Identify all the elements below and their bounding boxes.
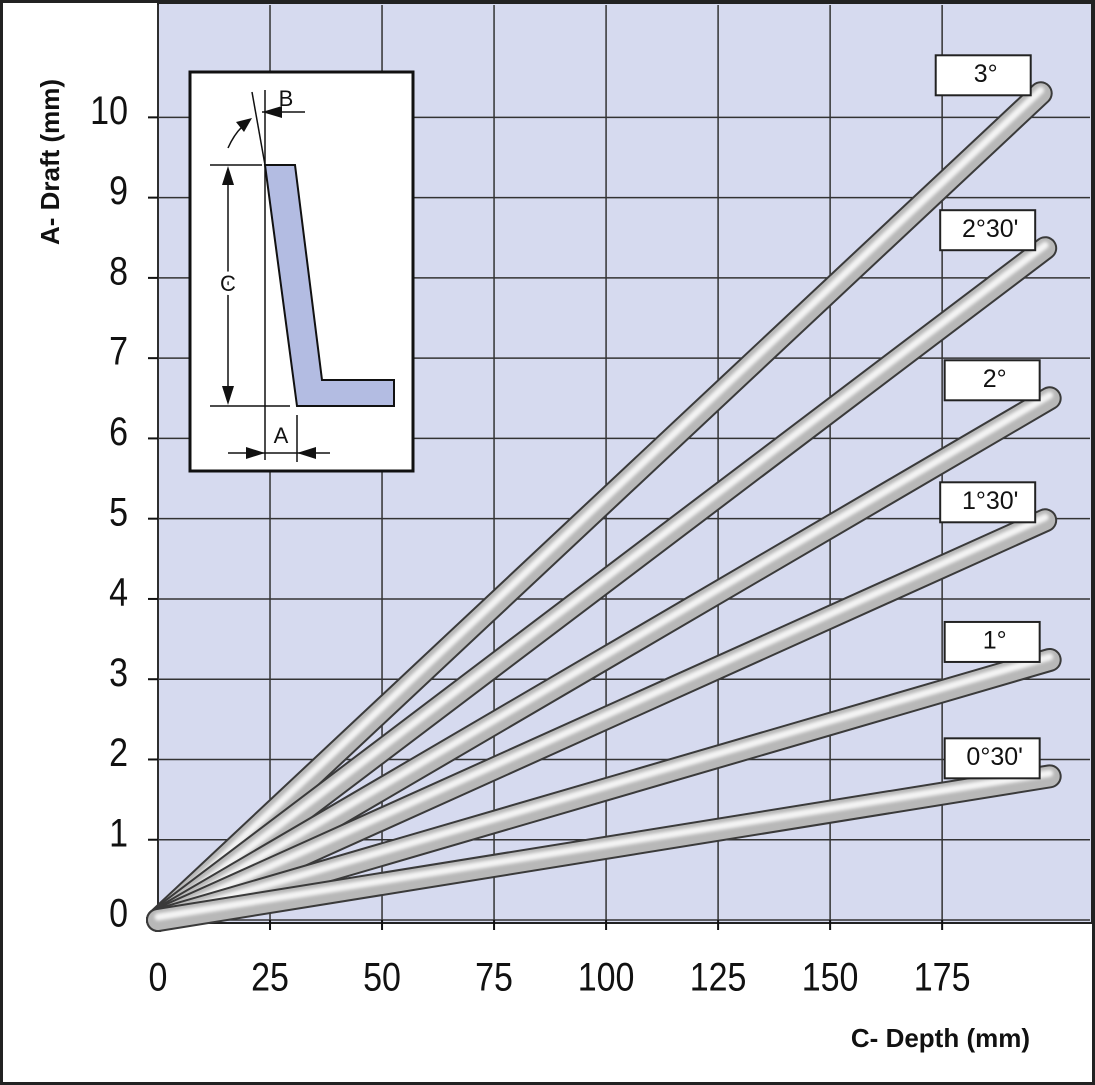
inset-diagram: B C A <box>188 70 415 473</box>
ticks: 0 25 50 75 100 125 150 175 0 1 2 3 4 5 6 7 8 9 10 <box>90 87 970 999</box>
line-highlight <box>154 653 1054 921</box>
legend-label: 1° <box>983 627 1007 655</box>
arrow <box>246 447 265 459</box>
y-tick-label: 1 <box>109 810 128 855</box>
x-axis-label: C- Depth (mm) <box>851 1023 1030 1053</box>
line-highlight <box>154 513 1049 921</box>
y-tick-label: 5 <box>109 489 128 534</box>
legend-box <box>934 54 1032 97</box>
label-a: A <box>274 423 289 448</box>
legend-box <box>939 481 1037 524</box>
line-highlight <box>154 86 1045 921</box>
profile <box>263 164 395 407</box>
y-tick-label: 6 <box>109 408 128 453</box>
y-tick-label: 7 <box>109 328 128 373</box>
arrow <box>262 106 282 118</box>
legend-label: 2°30' <box>962 215 1018 243</box>
series-labels: 3° 2°30' 2° 1°30' 1° 0°30' <box>934 54 1041 780</box>
x-tick-label: 25 <box>251 954 289 999</box>
series-group <box>146 81 1062 932</box>
legend-box <box>943 359 1041 402</box>
legend-label: 1°30' <box>962 487 1018 515</box>
arrow <box>222 386 234 405</box>
legend-box <box>943 620 1041 663</box>
x-tick-label: 125 <box>690 954 747 999</box>
x-tick-label: 100 <box>578 954 635 999</box>
legend-label: 2° <box>983 365 1007 393</box>
arrow <box>297 447 316 459</box>
y-tick-label: 8 <box>109 248 128 293</box>
line-highlight <box>154 391 1054 921</box>
y-axis-label: A- Draft (mm) <box>35 79 65 245</box>
y-tick-label: 4 <box>109 569 128 614</box>
arrow <box>222 166 234 185</box>
legend-box <box>943 737 1041 780</box>
legend-box <box>939 209 1037 252</box>
line-highlight <box>154 241 1049 921</box>
legend-label: 0°30' <box>966 743 1022 771</box>
y-tick-label: 9 <box>109 168 128 213</box>
y-tick-label: 0 <box>109 890 128 935</box>
y-tick-label: 10 <box>90 87 128 132</box>
legend-label: 3° <box>974 60 998 88</box>
arrow <box>236 118 252 132</box>
line-highlight <box>154 769 1054 921</box>
y-tick-label: 3 <box>109 649 128 694</box>
label-b: B <box>279 86 294 111</box>
draft-line <box>251 91 266 166</box>
x-tick-label: 150 <box>802 954 859 999</box>
y-tick-label: 2 <box>109 729 128 774</box>
x-tick-label: 175 <box>914 954 971 999</box>
x-tick-label: 50 <box>363 954 401 999</box>
x-tick-label: 0 <box>149 954 168 999</box>
x-tick-label: 75 <box>475 954 513 999</box>
label-c: C <box>220 271 236 296</box>
